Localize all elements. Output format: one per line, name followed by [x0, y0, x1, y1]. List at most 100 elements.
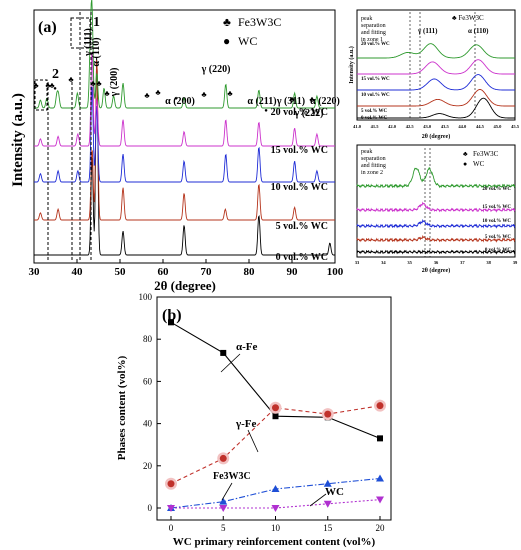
wc-marker: ●: [53, 86, 57, 92]
panel-b-xlabel: WC primary reinforcement content (vol%): [173, 536, 376, 548]
inset-1-label-alpha: α (110): [468, 27, 489, 35]
legend-symbol-fe3w3c: ♣: [223, 15, 231, 29]
inset-1-series-label: 0 vol.% WC: [361, 116, 388, 121]
inset-2-legend-label-wc: WC: [473, 160, 485, 168]
inset-1-series-label: 10 vol.% WC: [361, 93, 390, 98]
inset-1-xtick-label: 42.5: [406, 124, 415, 129]
fe3w3c-marker: ♣: [155, 88, 161, 97]
fe3w3c-marker: ♣: [201, 90, 207, 99]
panel-b-ytick-label: 40: [143, 419, 153, 429]
inset-1-xtick-label: 41.0: [353, 124, 362, 129]
inset-2-traces: [357, 168, 515, 253]
inset-2-series-label: 0 vol.% WC: [485, 248, 512, 253]
data-point: [273, 413, 279, 419]
panel-b-xtick-label: 10: [271, 523, 281, 533]
peak-label-alpha-110: α (110): [91, 37, 102, 66]
inset-1-series-labels: 20 vol.% WC 15 vol.% WC 10 vol.% WC 5 vol.%…: [361, 42, 390, 121]
fe3w3c-marker: ♣: [68, 75, 74, 84]
panel-b-ytick-label: 100: [139, 292, 153, 302]
series-line: [171, 479, 380, 509]
data-point: [324, 411, 331, 418]
inset-1-xtick-label: 42.0: [388, 124, 397, 129]
panel-b-series: [165, 319, 386, 512]
wc-marker: ●: [174, 96, 178, 102]
inset-1-xlabel: 2θ (degree): [422, 133, 451, 140]
fe3w3c-marker: ♣: [289, 95, 295, 104]
inset-1-series-label: 5 vol.% WC: [361, 109, 388, 114]
panel-a-series-label: 20 vol.% WC: [271, 107, 328, 118]
inset-2-xlabel: 2θ (degree): [422, 267, 451, 274]
fe3w3c-marker: ♣: [144, 91, 150, 100]
panel-a-series-labels: 20 vol.% WC 15 vol.% WC 10 vol.% WC 5 vol.%…: [271, 107, 328, 263]
inset-1-legend: ♣ Fe3W3C: [452, 14, 484, 22]
inset-1-xtick-label: 44.0: [458, 124, 467, 129]
inset-2-xticks: 33 34 35 36 37 38 39: [355, 260, 518, 265]
data-point: [376, 497, 384, 504]
panel-b-ytick-label: 60: [143, 376, 153, 386]
inset-1-xtick-label: 45.5: [511, 124, 520, 129]
panel-b-ylabel: Phases content (vol%): [116, 355, 128, 460]
inset-2-xtick-label: 34: [381, 260, 386, 265]
inset-1-xtick-label: 44.5: [476, 124, 485, 129]
inset-2-xtick-label: 39: [513, 260, 518, 265]
panel-b-xtick-label: 15: [323, 523, 333, 533]
zone-1-label: 1: [93, 15, 100, 30]
panel-a-xtick-label: 100: [327, 266, 344, 278]
peak-label-gamma-220: γ (220): [201, 64, 231, 75]
callout-fe3w3c: [222, 483, 232, 500]
series-label-fe3w3c: Fe3W3C: [213, 471, 251, 482]
peak-label-alpha-200: α (200): [165, 96, 195, 107]
data-point: [376, 474, 384, 481]
panel-b-ytick-label: 80: [143, 334, 153, 344]
inset-2-legend-symbol-wc: ●: [463, 160, 467, 168]
panel-b-ytick-label: 0: [148, 503, 153, 513]
panel-a-xtick-label: 80: [244, 266, 256, 278]
inset-2-series-label: 10 vol.% WC: [482, 219, 511, 224]
callout-gamma-fe: [248, 430, 258, 452]
panel-a-xlabel: 2θ (degree): [154, 278, 216, 293]
inset-1-note: peak separation and fitting in zone 1: [361, 16, 387, 43]
series-fe: [165, 400, 386, 490]
inset-1-xtick-label: 45.0: [494, 124, 503, 129]
fe3w3c-marker: ♣: [104, 89, 110, 98]
inset-2-legend-symbol-fe3w3c: ♣: [463, 150, 468, 158]
inset-2-series-labels: 20 vol.% WC 15 vol.% WC 10 vol.% WC 5 vol.%…: [482, 187, 511, 253]
inset-2-series-label: 5 vol.% WC: [485, 235, 512, 240]
peak-label-alpha-211: α (211): [247, 96, 276, 107]
panel-a-xtick-label: 40: [72, 266, 84, 278]
inset-2-xtick-label: 36: [434, 260, 439, 265]
inset-1-xtick-label: 43.0: [423, 124, 432, 129]
data-point: [168, 480, 175, 487]
panel-a-xtick-label: 70: [201, 266, 213, 278]
panel-a-traces: [34, 0, 335, 255]
fe3w3c-marker: ♣: [96, 79, 102, 88]
inset-2-series-label: 15 vol.% WC: [482, 205, 511, 210]
data-point: [324, 501, 332, 508]
inset-1-series-label: 20 vol.% WC: [361, 42, 390, 47]
series-label-wc: WC: [325, 486, 344, 498]
panel-a-series-label: 15 vol.% WC: [271, 145, 328, 156]
inset-1-xticks: 41.0 41.5 42.0 42.5 43.0 43.5 44.0 44.5 45.0 45.5: [353, 124, 520, 129]
inset-1-series-label: 15 vol.% WC: [361, 77, 390, 82]
panel-a-xtick-label: 90: [287, 266, 299, 278]
inset-1-trace: [357, 60, 515, 74]
zone-2-label: 2: [52, 67, 59, 82]
fe3w3c-marker: ♣: [309, 95, 315, 104]
series-label-gamma-fe: γ-Fe: [235, 418, 257, 430]
data-point: [272, 404, 279, 411]
panel-a-ylabel: Intensity (a.u.): [10, 93, 26, 187]
wc-marker: ●: [264, 108, 268, 114]
panel-a-xtick-label: 50: [115, 266, 127, 278]
panel-b-ytick-label: 20: [143, 461, 153, 471]
panel-b-xtick-label: 0: [169, 523, 174, 533]
legend-symbol-wc: ●: [223, 34, 230, 48]
series-label-alpha-fe: α-Fe: [236, 341, 258, 353]
legend-label-fe3w3c: Fe3W3C: [238, 15, 281, 29]
fe3w3c-marker: ♣: [33, 81, 39, 90]
inset-2-note: peak separation and fitting in zone 2: [361, 149, 387, 176]
panel-a: (a) 30 40 50 60 70 80 90 100 2θ (degree) Intens…: [10, 0, 344, 293]
panel-a-series-label: 0 vol.% WC: [276, 252, 328, 263]
panel-a-label: (a): [38, 19, 57, 36]
data-point: [377, 402, 384, 409]
